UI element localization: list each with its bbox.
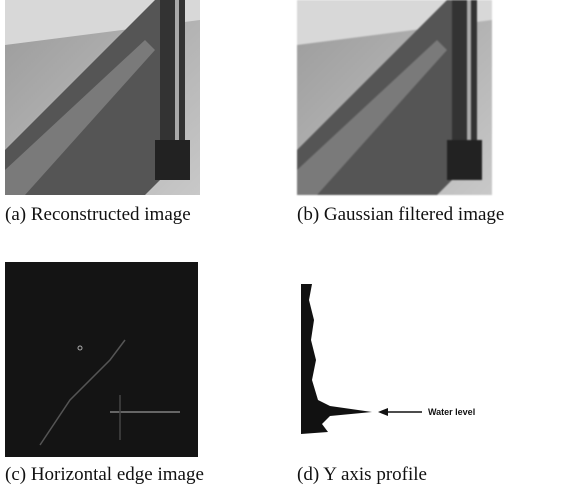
caption: (a) Reconstructed image (5, 204, 191, 225)
panel-a: (a) Reconstructed image (5, 0, 200, 225)
caption: (b) Gaussian filtered image (297, 204, 504, 225)
profile (301, 284, 372, 434)
annotation: Water level (428, 407, 475, 417)
reconstructed-image (5, 0, 200, 195)
panel-c: (c) Horizontal edge image (5, 262, 204, 485)
figure: (a) Reconstructed image (b) Gaussian fil… (0, 0, 561, 491)
arrow-head (378, 408, 388, 416)
panel-b (297, 0, 492, 195)
page: {"panels": [ {"caption": "(a) Reconstruc… (0, 0, 561, 491)
edge-image (5, 262, 198, 457)
caption: (d) Y axis profile (297, 464, 427, 485)
panel-d: Water level (d) Y axis profile (297, 284, 475, 485)
filtered-image (297, 0, 492, 195)
caption: (c) Horizontal edge image (5, 464, 204, 485)
